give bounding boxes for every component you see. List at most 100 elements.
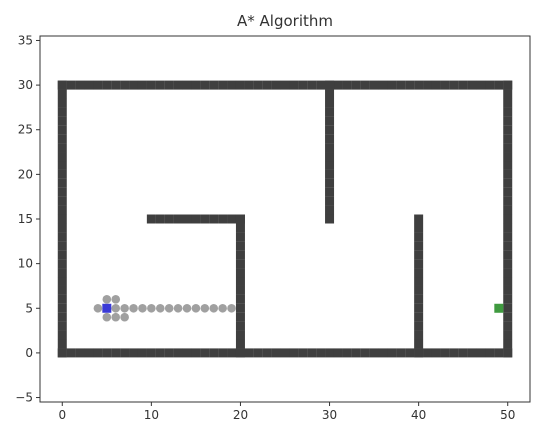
obstacle-point xyxy=(298,348,308,358)
obstacle-point xyxy=(414,339,424,349)
y-tick-label: 35 xyxy=(18,33,33,47)
obstacle-point xyxy=(235,303,245,313)
obstacle-point xyxy=(253,348,263,358)
obstacle-point xyxy=(405,80,415,90)
obstacle-point xyxy=(57,178,67,188)
obstacle-point xyxy=(503,214,513,224)
obstacle-point xyxy=(342,80,352,90)
obstacle-point xyxy=(155,348,165,358)
obstacle-point xyxy=(209,80,219,90)
obstacle-point xyxy=(414,348,424,358)
obstacle-point xyxy=(503,160,513,170)
obstacle-point xyxy=(351,80,361,90)
obstacle-point xyxy=(57,339,67,349)
y-tick-label: 5 xyxy=(25,301,33,315)
obstacle-point xyxy=(503,98,513,108)
explored-point xyxy=(209,303,219,313)
obstacle-point xyxy=(307,80,317,90)
obstacle-point xyxy=(164,214,174,224)
obstacle-point xyxy=(423,348,433,358)
obstacle-point xyxy=(431,348,441,358)
obstacle-wall-7 xyxy=(414,214,424,358)
obstacle-point xyxy=(57,276,67,286)
start-point xyxy=(102,303,112,313)
x-tick-label: 50 xyxy=(500,408,515,422)
obstacle-point xyxy=(129,348,139,358)
obstacle-wall-2 xyxy=(57,80,67,358)
obstacle-point xyxy=(209,348,219,358)
obstacle-point xyxy=(111,80,121,90)
obstacle-point xyxy=(57,98,67,108)
explored-point xyxy=(182,303,192,313)
obstacle-point xyxy=(307,348,317,358)
obstacle-point xyxy=(503,339,513,349)
obstacle-point xyxy=(280,348,290,358)
obstacle-point xyxy=(57,303,67,313)
obstacle-point xyxy=(476,348,486,358)
obstacle-point xyxy=(414,294,424,304)
obstacle-point xyxy=(66,80,76,90)
obstacle-point xyxy=(325,89,335,99)
obstacle-point xyxy=(467,80,477,90)
obstacle-point xyxy=(218,80,228,90)
obstacle-point xyxy=(137,80,147,90)
obstacle-point xyxy=(173,80,183,90)
explored-point xyxy=(102,312,112,322)
x-tick-label: 0 xyxy=(58,408,66,422)
obstacle-point xyxy=(485,80,495,90)
explored-point xyxy=(93,303,103,313)
axes: 0 10 20 30 40 50 −5 0 5 10 15 20 25 30 35 xyxy=(15,33,531,422)
obstacle-point xyxy=(57,169,67,179)
obstacle-point xyxy=(289,348,299,358)
obstacle-point xyxy=(503,223,513,233)
obstacle-point xyxy=(235,339,245,349)
obstacle-point xyxy=(503,116,513,126)
obstacle-point xyxy=(440,80,450,90)
obstacle-point xyxy=(325,98,335,108)
obstacle-point xyxy=(102,348,112,358)
obstacle-point xyxy=(57,321,67,331)
obstacle-point xyxy=(271,80,281,90)
obstacle-point xyxy=(387,348,397,358)
obstacle-point xyxy=(235,241,245,251)
obstacle-point xyxy=(405,348,415,358)
obstacle-point xyxy=(503,294,513,304)
obstacle-point xyxy=(111,348,121,358)
obstacle-point xyxy=(57,312,67,322)
obstacle-point xyxy=(503,321,513,331)
obstacle-point xyxy=(378,348,388,358)
obstacle-point xyxy=(414,276,424,286)
obstacle-point xyxy=(414,303,424,313)
obstacle-point xyxy=(200,214,210,224)
obstacle-point xyxy=(57,205,67,215)
obstacle-point xyxy=(182,348,192,358)
obstacle-point xyxy=(57,196,67,206)
obstacle-point xyxy=(414,232,424,242)
obstacle-point xyxy=(164,80,174,90)
obstacle-point xyxy=(235,250,245,260)
explored-point xyxy=(218,303,227,313)
obstacle-point xyxy=(289,80,299,90)
obstacle-point xyxy=(325,152,335,162)
obstacle-point xyxy=(414,330,424,340)
explored-point xyxy=(191,303,201,313)
obstacle-point xyxy=(503,187,513,197)
obstacle-point xyxy=(164,348,174,358)
obstacle-point xyxy=(414,214,424,224)
obstacle-point xyxy=(414,250,424,260)
obstacle-point xyxy=(503,80,513,90)
obstacle-point xyxy=(84,348,94,358)
obstacle-point xyxy=(333,348,343,358)
obstacle-point xyxy=(503,152,513,162)
obstacle-point xyxy=(440,348,450,358)
obstacle-point xyxy=(57,250,67,260)
obstacle-point xyxy=(235,80,245,90)
obstacle-point xyxy=(503,134,513,144)
obstacle-point xyxy=(66,348,76,358)
x-tick-label: 10 xyxy=(144,408,159,422)
obstacle-point xyxy=(57,214,67,224)
obstacle-point xyxy=(235,294,245,304)
obstacle-point xyxy=(146,214,156,224)
obstacle-point xyxy=(155,214,165,224)
obstacle-point xyxy=(369,348,379,358)
